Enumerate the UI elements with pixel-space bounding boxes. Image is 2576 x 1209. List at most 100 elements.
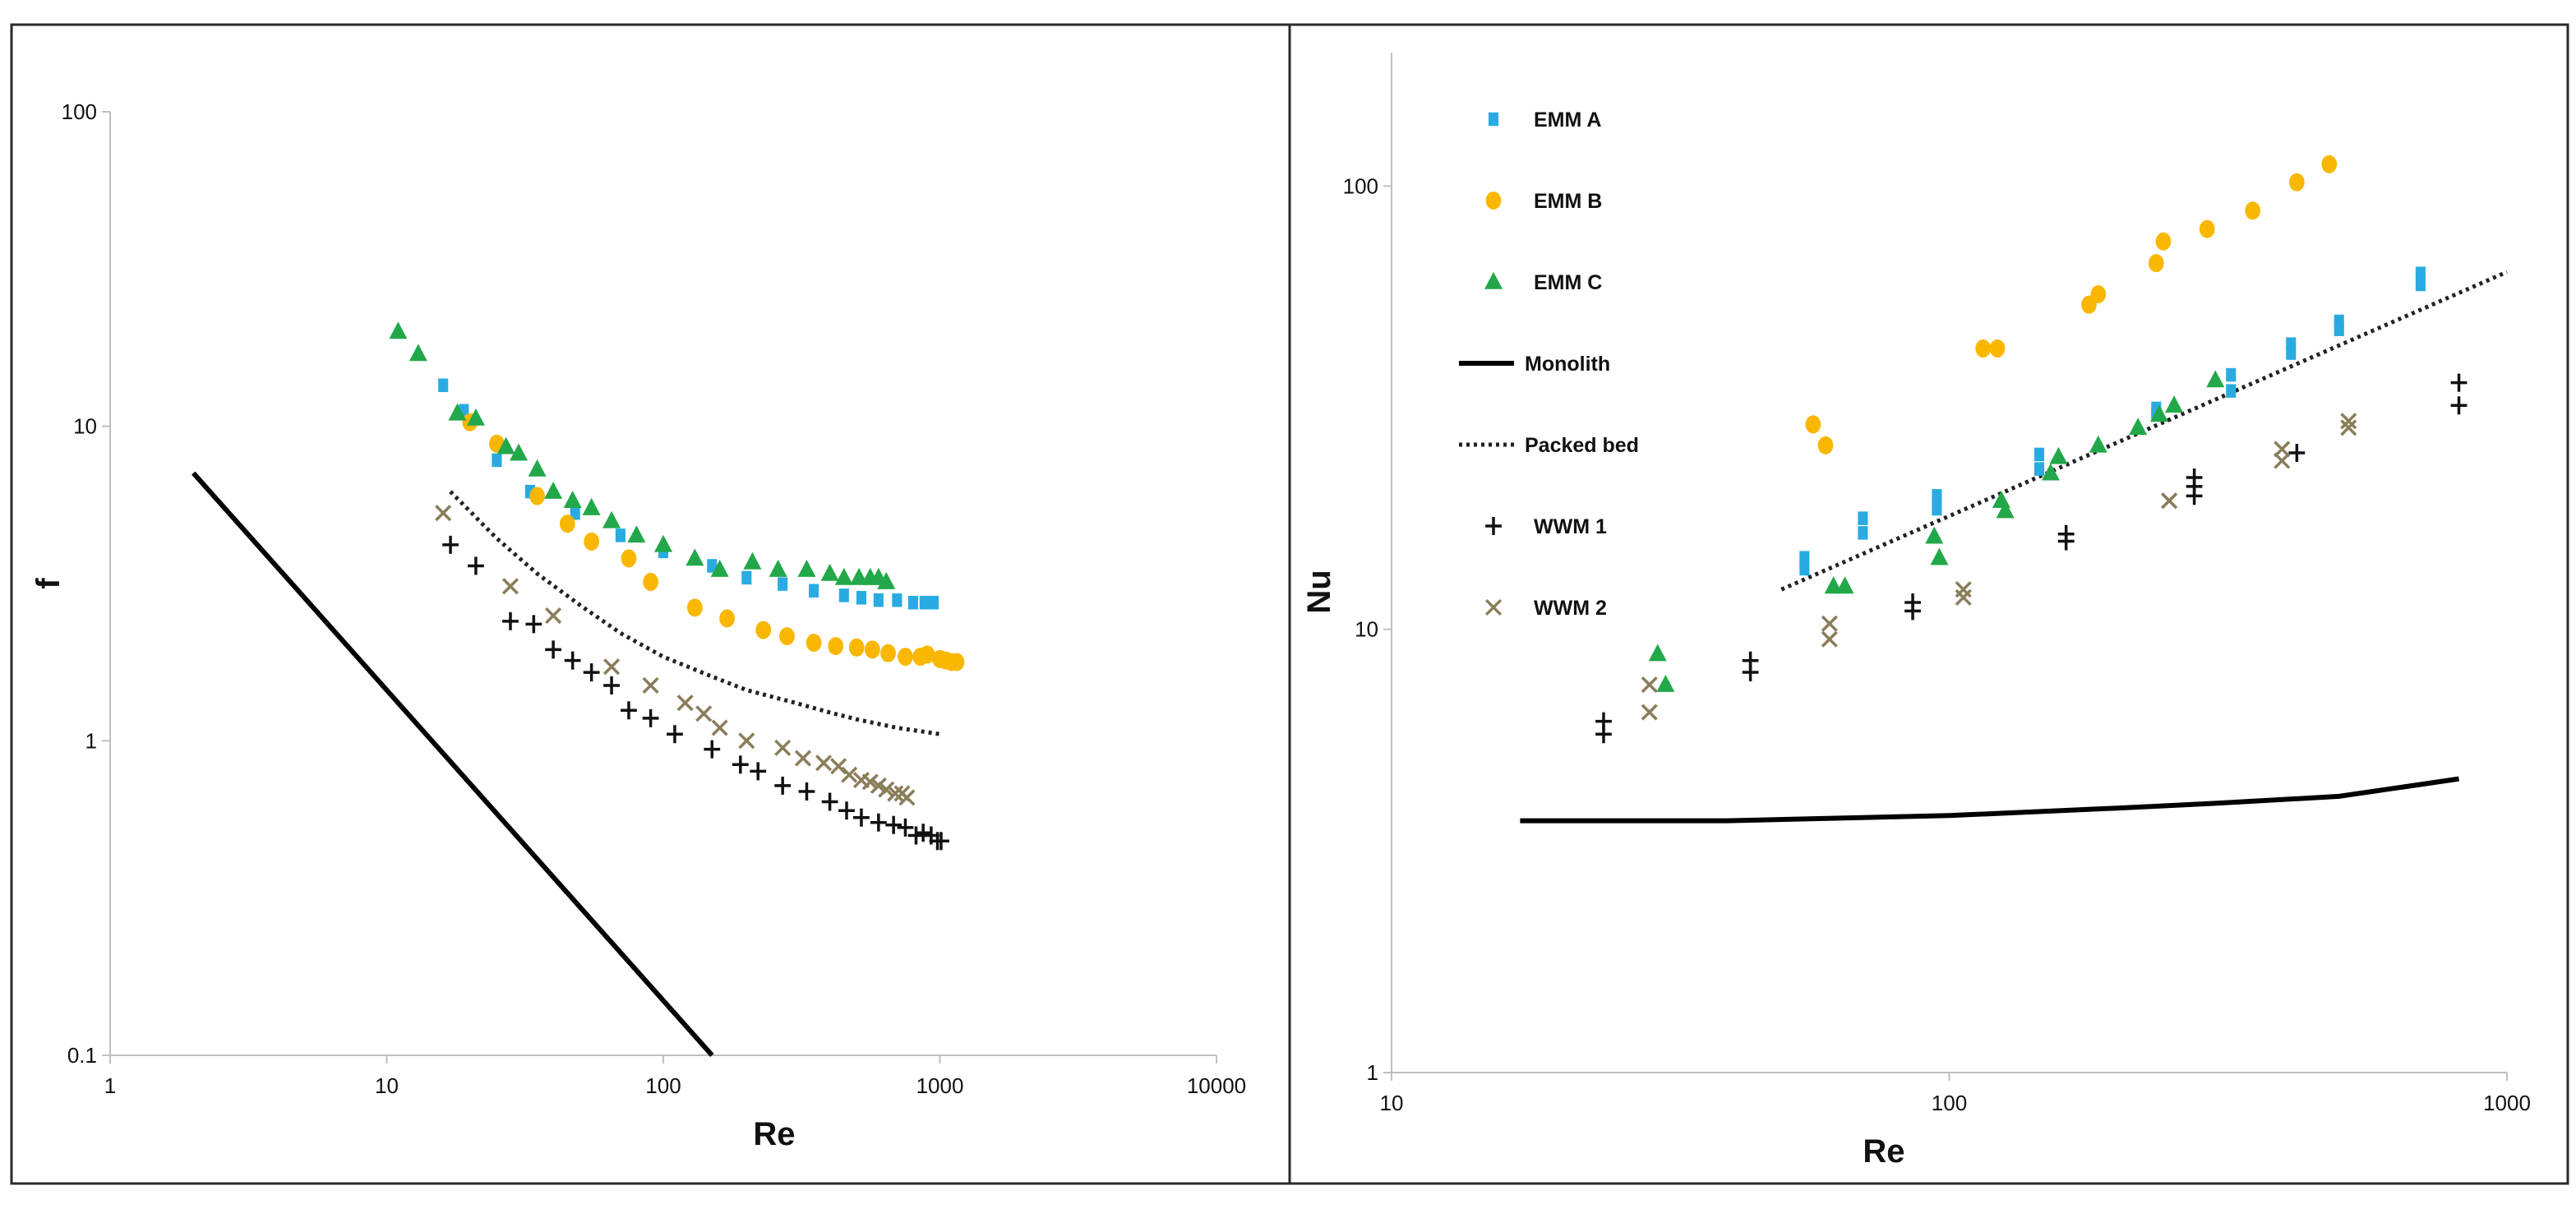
emm-c-point xyxy=(409,344,427,362)
wwm2-point xyxy=(501,578,519,595)
legend-label: Packed bed xyxy=(1525,434,1639,457)
emm-c-point xyxy=(743,551,762,570)
emm-c-point xyxy=(582,497,601,515)
emm-c-point xyxy=(1930,547,1949,565)
emm-c-point xyxy=(797,560,816,577)
emm-b-point xyxy=(621,549,637,568)
emm-c-point xyxy=(2089,435,2107,453)
wwm2-point xyxy=(1641,704,1658,721)
emm-c-point xyxy=(1824,576,1843,594)
emm-a-point xyxy=(615,528,626,542)
emm-a-point xyxy=(919,595,930,610)
emm-b-point xyxy=(2155,232,2172,251)
wwm2-point xyxy=(815,754,833,772)
emm-a-point xyxy=(2226,367,2237,382)
right-panel-frame xyxy=(1288,23,2569,1185)
legend-item-monolith: Monolith xyxy=(1459,353,1610,376)
emm-c-point xyxy=(448,403,467,421)
emm-a-point xyxy=(1799,561,1810,576)
legend-label: EMM B xyxy=(1534,190,1602,213)
wwm1-point xyxy=(1904,593,1921,611)
emm-b-point xyxy=(949,653,965,671)
emm-b-point xyxy=(584,532,599,551)
wwm1-point xyxy=(2450,396,2468,415)
emm-c-point xyxy=(2041,463,2060,481)
emm-c-point xyxy=(2129,418,2148,436)
emm-c-point xyxy=(627,525,646,543)
emm-a-point xyxy=(1858,511,1868,525)
emm-c-point xyxy=(2049,446,2068,464)
left-panel-frame xyxy=(10,23,1291,1185)
legend-item-wwm2: WWM 2 xyxy=(1484,597,1607,620)
wwm1-point xyxy=(642,708,659,727)
emm-b-point xyxy=(848,638,865,657)
emm-c-point xyxy=(1648,644,1667,662)
emm-c-point xyxy=(2165,395,2184,413)
wwm1-point xyxy=(667,725,683,744)
y-tick-label: 1 xyxy=(85,728,97,753)
emm-b-point xyxy=(806,634,822,653)
emm-a-point xyxy=(856,591,866,605)
wwm1-point xyxy=(545,640,561,659)
wwm1-point xyxy=(564,651,581,670)
emm-c-point xyxy=(2150,404,2169,422)
wwm1-point xyxy=(838,801,855,820)
wwm2-point xyxy=(1821,630,1838,648)
legend: EMM A EMM B EMM C Monolith Packed bed WWM 1 WW… xyxy=(1459,108,1639,620)
emm-c-point xyxy=(1656,674,1675,692)
emm-c-point xyxy=(654,534,672,552)
emm-c-point xyxy=(389,321,408,339)
emm-a-point xyxy=(873,593,884,607)
wwm1-point xyxy=(853,808,870,827)
emm-a-point xyxy=(707,559,718,573)
emm-b-point xyxy=(1989,339,2006,358)
monolith-line xyxy=(192,471,714,1057)
emm-b-point xyxy=(529,487,545,505)
y-tick-label: 0.1 xyxy=(67,1043,97,1068)
emm-b-point xyxy=(828,637,844,656)
x-tick-label: 1000 xyxy=(2483,1091,2531,1115)
emm-c-point xyxy=(686,548,704,566)
x-tick-label: 100 xyxy=(1932,1091,1967,1115)
wwm2-point xyxy=(711,719,728,736)
legend-label: WWM 1 xyxy=(1534,515,1607,538)
wwm1-point xyxy=(502,611,519,630)
emm-a-point xyxy=(928,595,939,610)
wwm1-point xyxy=(468,556,484,575)
wwm2-point xyxy=(774,739,792,756)
wwm1-point xyxy=(885,815,903,834)
wwm2-point xyxy=(830,758,847,775)
wwm1-point xyxy=(2057,524,2075,543)
y-tick-label: 100 xyxy=(1343,173,1378,198)
emm-c-point xyxy=(820,563,839,581)
emm-b-point xyxy=(719,609,735,628)
x-axis-title: Re xyxy=(753,1116,795,1152)
emm-a-point xyxy=(1799,551,1810,565)
emm-a-point xyxy=(809,584,819,598)
emm-b-point xyxy=(755,621,772,639)
x-tick-label: 10000 xyxy=(1187,1073,1246,1098)
wwm1-point xyxy=(821,792,838,811)
wwm2-point xyxy=(1641,676,1658,694)
wwm2-point xyxy=(676,694,694,712)
emm-a-point xyxy=(438,378,449,393)
emm-b-point xyxy=(919,645,935,664)
wwm1-point xyxy=(2186,468,2203,487)
wwm2-point xyxy=(545,607,562,625)
legend-swatch xyxy=(1484,271,1503,289)
emm-a-point xyxy=(2415,266,2426,280)
x-tick-label: 1000 xyxy=(916,1073,964,1098)
emm-a-point xyxy=(2415,277,2426,292)
wwm2-point xyxy=(2161,492,2178,510)
wwm2-point xyxy=(603,658,621,676)
legend-item-wwm1: WWM 1 xyxy=(1485,515,1607,538)
wwm2-point xyxy=(2340,413,2357,430)
wwm2-point xyxy=(861,773,879,791)
y-axis-title: f xyxy=(30,578,67,589)
wwm1-point xyxy=(907,826,925,845)
emm-a-point xyxy=(778,577,788,591)
emm-c-point xyxy=(528,459,547,477)
legend-item-emm-b: EMM B xyxy=(1485,190,1602,213)
emm-c-point xyxy=(510,443,529,461)
wwm1-point xyxy=(525,615,542,634)
